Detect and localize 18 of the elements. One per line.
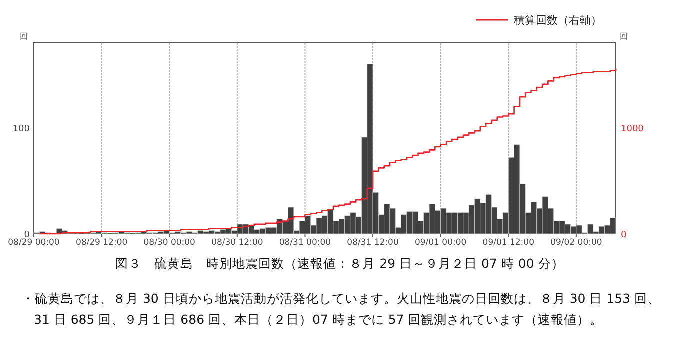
y-axis-title: 回 bbox=[20, 32, 28, 41]
x-tick-label: 08/31 12:00 bbox=[347, 238, 399, 248]
x-tick-label: 08/30 00:00 bbox=[144, 238, 196, 248]
y2-tick-label: 0 bbox=[621, 230, 627, 240]
y-tick-label: 100 bbox=[12, 124, 30, 134]
legend: 積算回数（右軸） bbox=[476, 14, 602, 27]
text: 図３ 硫黄島 時別地震回数（速報値：８月 29 日～９月２日 07 時 00 分） bbox=[114, 256, 566, 273]
legend-label: 積算回数（右軸） bbox=[514, 14, 602, 27]
x-tick-label: 08/29 12:00 bbox=[76, 238, 128, 248]
y2-tick-label: 1000 bbox=[621, 124, 644, 134]
x-tick-label: 09/01 00:00 bbox=[414, 238, 467, 248]
x-tick-label: 08/31 00:00 bbox=[279, 238, 332, 248]
text: ・硫黄島では、８月 30 日頃から地震活動が活発化しています。火山性地震の日回数は、８月 30 日 153 回、31 日 685 回、９月１日 686 回、本日（２日）07 時までに 57 回観測されています（速報値）。 bbox=[22, 290, 662, 329]
x-tick-label: 08/30 12:00 bbox=[212, 238, 264, 248]
x-tick-label: 08/29 00:00 bbox=[8, 238, 60, 248]
x-tick-label: 09/02 00:00 bbox=[550, 238, 602, 248]
x-tick-label: 09/01 12:00 bbox=[482, 238, 534, 248]
y2-axis-title: 回 bbox=[620, 32, 628, 41]
